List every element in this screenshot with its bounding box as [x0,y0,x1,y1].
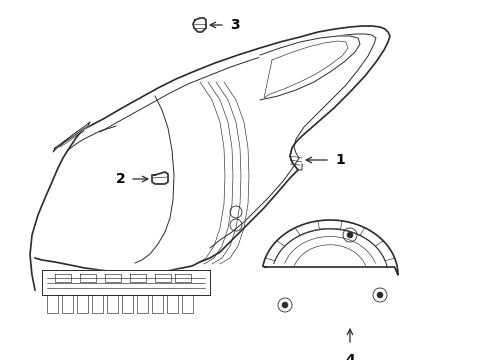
Polygon shape [53,122,90,152]
Text: 2: 2 [116,172,126,186]
Circle shape [282,302,288,308]
Polygon shape [42,270,210,295]
Text: 3: 3 [230,18,240,32]
Circle shape [347,232,353,238]
Text: 1: 1 [335,153,345,167]
Circle shape [377,292,383,298]
Text: 4: 4 [345,353,355,360]
Polygon shape [260,36,360,100]
Polygon shape [193,18,206,32]
Polygon shape [263,220,398,275]
Polygon shape [152,172,168,184]
Polygon shape [30,26,390,290]
